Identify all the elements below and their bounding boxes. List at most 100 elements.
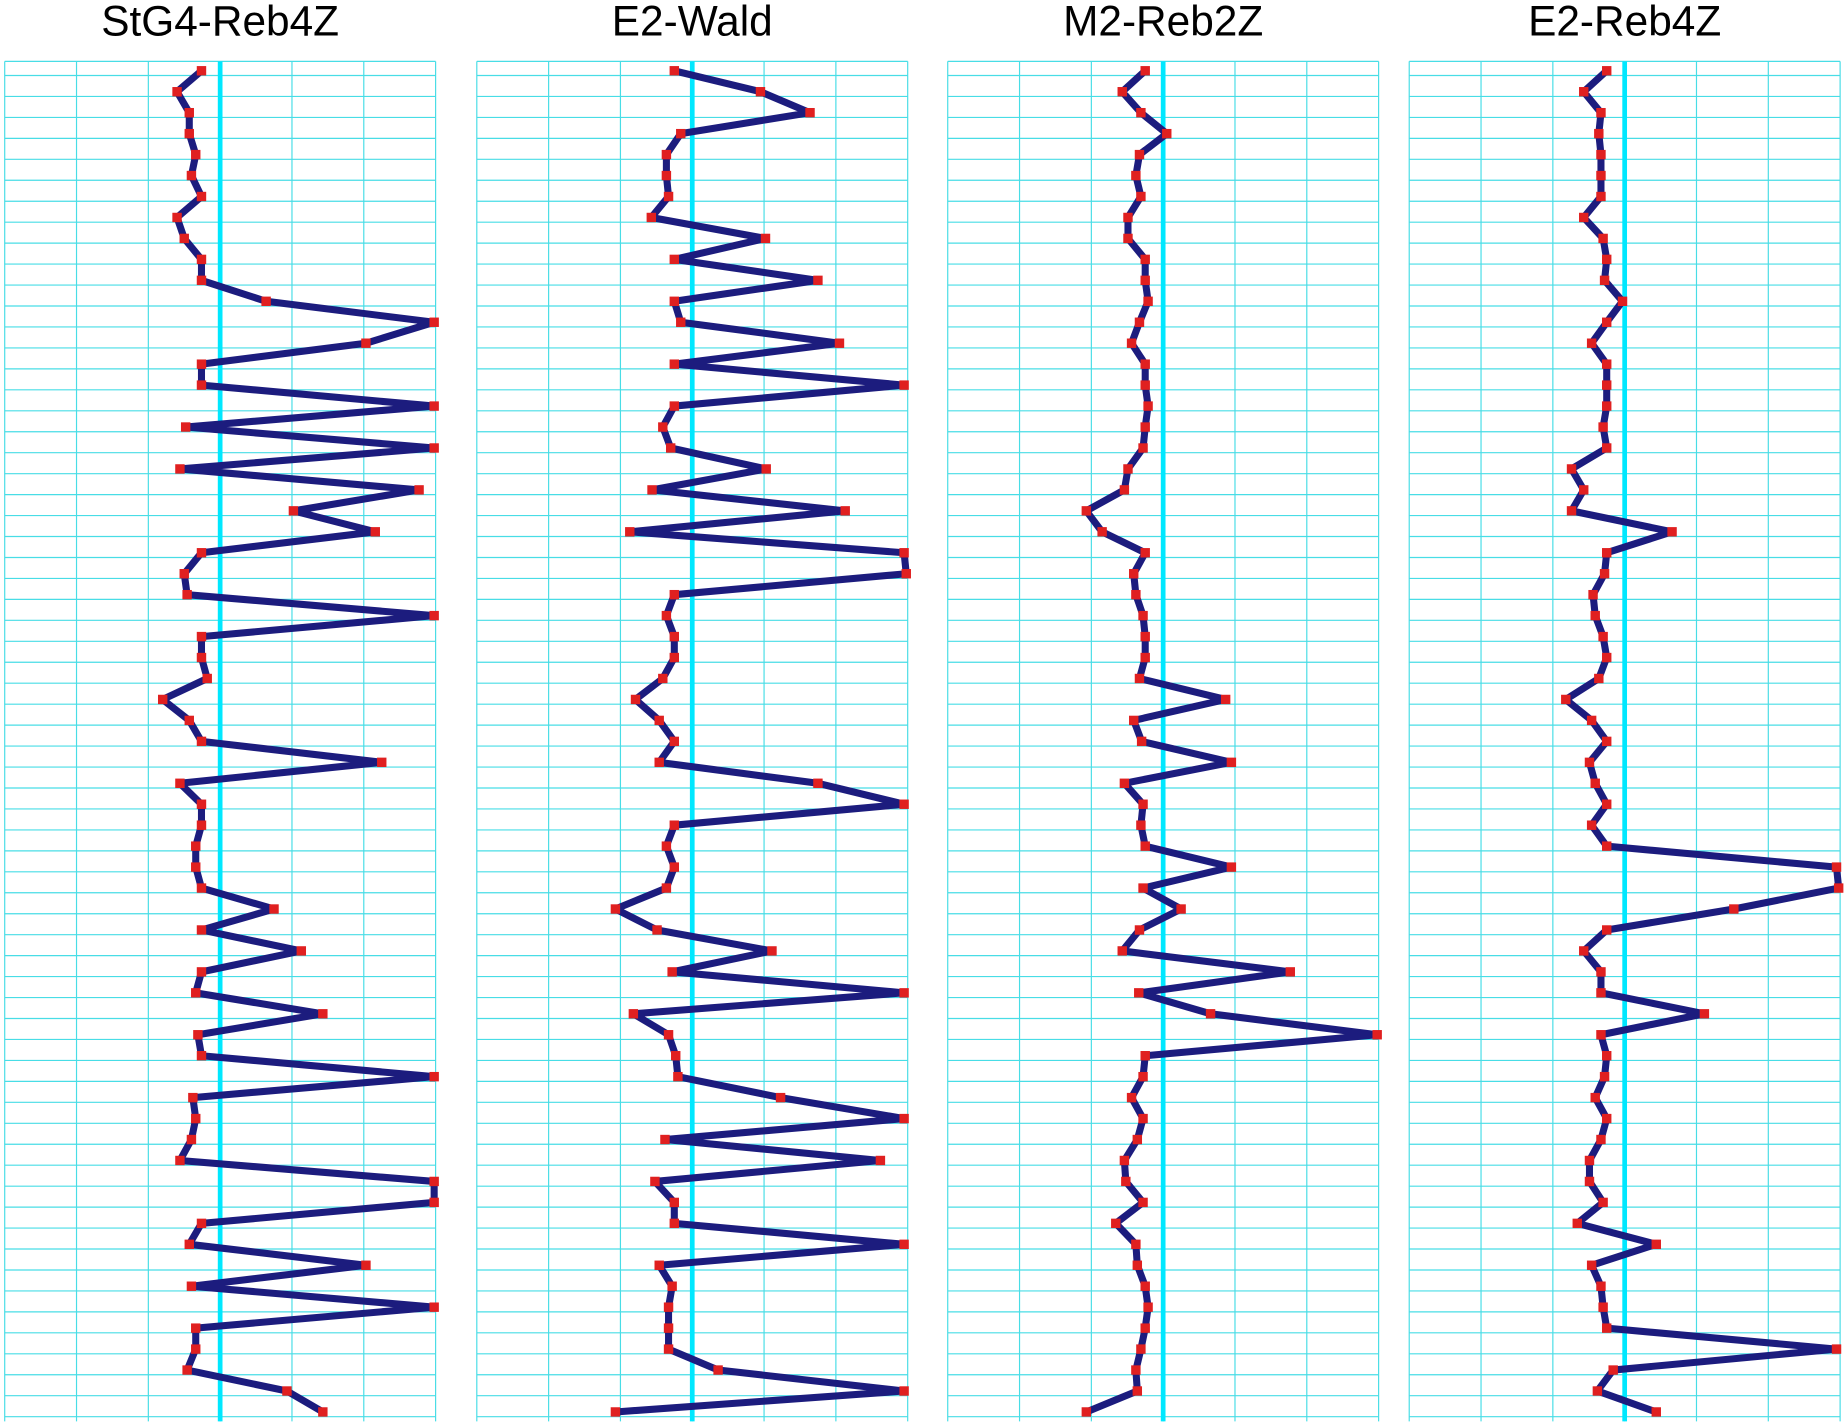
marker: [1596, 170, 1606, 181]
marker: [361, 1260, 371, 1270]
marker: [1602, 443, 1612, 453]
marker: [1584, 1155, 1595, 1166]
marker: [1140, 422, 1150, 432]
marker: [1123, 212, 1133, 223]
marker: [1123, 464, 1133, 474]
marker: [1594, 673, 1604, 684]
marker: [1140, 1281, 1150, 1291]
marker: [1596, 191, 1606, 202]
marker: [899, 988, 909, 998]
marker: [184, 1239, 194, 1250]
marker: [1579, 212, 1589, 223]
marker: [1594, 128, 1604, 139]
marker: [1602, 317, 1612, 327]
marker: [269, 904, 279, 914]
marker: [186, 1134, 197, 1145]
marker: [647, 485, 657, 495]
marker: [669, 736, 680, 747]
marker: [834, 338, 845, 348]
marker: [669, 296, 680, 307]
marker: [899, 1386, 909, 1396]
marker: [610, 1407, 621, 1417]
marker: [1561, 694, 1571, 705]
marker: [663, 1030, 674, 1040]
marker: [193, 1030, 203, 1040]
marker: [1590, 610, 1600, 621]
marker: [1136, 736, 1147, 747]
panel-title: M2-Reb2Z: [1063, 0, 1263, 44]
marker: [196, 799, 207, 809]
marker: [1833, 883, 1844, 893]
marker: [1598, 631, 1608, 642]
marker: [1140, 631, 1150, 642]
marker: [1140, 548, 1150, 558]
marker: [1602, 652, 1612, 663]
marker: [191, 988, 201, 998]
marker: [318, 1407, 328, 1417]
marker: [429, 317, 439, 327]
marker: [669, 254, 680, 265]
marker: [661, 170, 672, 181]
marker: [196, 1051, 207, 1061]
marker: [318, 1009, 328, 1019]
marker: [1596, 1030, 1606, 1040]
marker: [182, 1365, 192, 1375]
marker: [1138, 1071, 1148, 1082]
marker: [673, 1071, 683, 1082]
marker: [1602, 841, 1612, 851]
marker: [1831, 862, 1842, 872]
marker: [1081, 506, 1092, 516]
marker: [669, 862, 680, 872]
marker: [660, 1134, 670, 1145]
marker: [901, 569, 911, 579]
marker: [429, 1071, 439, 1082]
marker: [1566, 506, 1577, 516]
marker: [202, 673, 212, 684]
marker: [1372, 1030, 1382, 1040]
marker: [196, 191, 207, 202]
marker: [1651, 1407, 1661, 1417]
marker: [1138, 1197, 1148, 1208]
marker: [667, 1281, 677, 1291]
marker: [654, 715, 664, 726]
marker: [1131, 1239, 1141, 1250]
marker: [1131, 170, 1141, 181]
marker: [191, 1323, 201, 1333]
marker: [760, 233, 771, 244]
marker: [1143, 1302, 1153, 1312]
panel-title: StG4-Reb4Z: [101, 0, 339, 44]
marker: [676, 128, 686, 139]
marker: [1138, 610, 1148, 621]
marker: [1599, 275, 1610, 286]
marker: [1117, 87, 1127, 97]
marker: [1081, 1407, 1092, 1417]
marker: [1121, 1176, 1131, 1187]
marker: [1602, 359, 1612, 369]
marker: [1129, 715, 1139, 726]
marker: [1226, 757, 1237, 768]
marker: [650, 1176, 660, 1187]
marker: [1176, 904, 1186, 914]
marker: [669, 589, 680, 600]
marker: [184, 128, 194, 139]
marker: [188, 1092, 198, 1103]
marker: [1599, 1071, 1610, 1082]
marker: [414, 485, 424, 495]
marker: [191, 841, 201, 851]
marker: [1134, 673, 1145, 684]
marker: [1596, 1134, 1606, 1145]
marker: [1590, 778, 1600, 788]
marker: [1126, 1092, 1137, 1103]
marker: [1602, 925, 1612, 935]
marker: [669, 631, 680, 642]
marker: [813, 275, 823, 286]
marker: [755, 87, 766, 97]
marker: [191, 149, 201, 160]
marker: [1617, 296, 1628, 307]
marker: [1586, 1260, 1597, 1270]
marker: [1134, 988, 1144, 998]
marker: [1205, 1009, 1216, 1019]
marker: [1126, 338, 1137, 348]
